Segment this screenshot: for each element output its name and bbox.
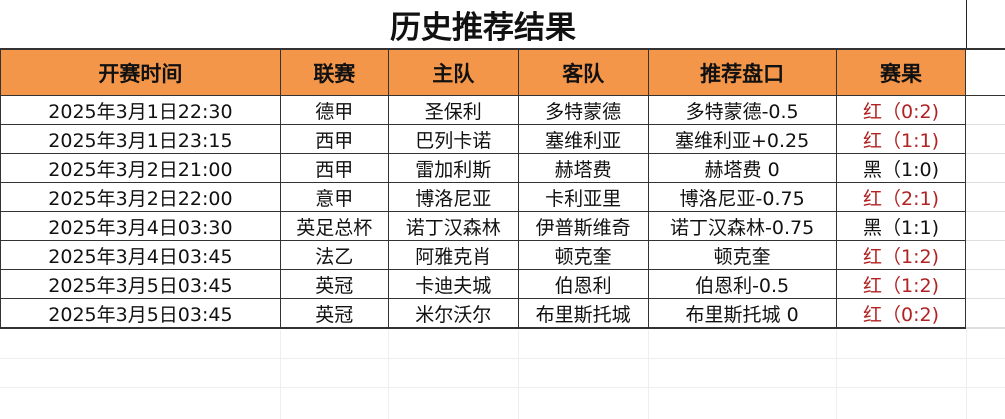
header-kickoff-time[interactable]: 开赛时间 (0, 48, 281, 96)
empty-cell[interactable] (965, 211, 1005, 241)
table-row: 2025年3月5日03:45 英冠 卡迪夫城 伯恩利 伯恩利-0.5 红（1:2) (0, 269, 1005, 299)
cell-result[interactable]: 红（1:1) (835, 124, 967, 154)
empty-cell[interactable] (965, 124, 1005, 154)
cell-home-team[interactable]: 米尔沃尔 (387, 298, 519, 329)
empty-cell[interactable] (965, 182, 1005, 212)
table-row: 2025年3月2日21:00 西甲 雷加利斯 赫塔费 赫塔费 0 黑（1:0) (0, 153, 1005, 183)
cell-result[interactable]: 红（0:2) (835, 95, 967, 125)
cell-home-team[interactable]: 阿雅克肖 (387, 240, 519, 270)
table-row: 2025年3月2日22:00 意甲 博洛尼亚 卡利亚里 博洛尼亚-0.75 红（2:1) (0, 182, 1005, 212)
cell-kickoff-time[interactable]: 2025年3月2日22:00 (0, 182, 281, 212)
cell-league[interactable]: 英足总杯 (279, 211, 389, 241)
empty-cell[interactable] (965, 95, 1005, 125)
table-row: 2025年3月4日03:30 英足总杯 诺丁汉森林 伊普斯维奇 诺丁汉森林-0.75 黑（… (0, 211, 1005, 241)
cell-league[interactable]: 西甲 (279, 153, 389, 183)
cell-away-team[interactable]: 伊普斯维奇 (517, 211, 649, 241)
empty-cell[interactable] (965, 153, 1005, 183)
cell-result[interactable]: 黑（1:0) (835, 153, 967, 183)
cell-home-team[interactable]: 巴列卡诺 (387, 124, 519, 154)
cell-kickoff-time[interactable]: 2025年3月2日21:00 (0, 153, 281, 183)
cell-away-team[interactable]: 布里斯托城 (517, 298, 649, 329)
cell-home-team[interactable]: 博洛尼亚 (387, 182, 519, 212)
cell-result[interactable]: 黑（1:1) (835, 211, 967, 241)
header-home-team[interactable]: 主队 (387, 48, 519, 96)
cell-league[interactable]: 德甲 (279, 95, 389, 125)
header-result[interactable]: 赛果 (835, 48, 967, 96)
cell-away-team[interactable]: 伯恩利 (517, 269, 649, 299)
cell-away-team[interactable]: 卡利亚里 (517, 182, 649, 212)
cell-kickoff-time[interactable]: 2025年3月1日22:30 (0, 95, 281, 125)
results-table: 开赛时间 联赛 主队 客队 推荐盘口 赛果 2025年3月1日22:30 德甲 圣保利 多特蒙德多… (0, 48, 1005, 329)
cell-kickoff-time[interactable]: 2025年3月5日03:45 (0, 298, 281, 329)
cell-away-team[interactable]: 赫塔费 (517, 153, 649, 183)
cell-league[interactable]: 英冠 (279, 269, 389, 299)
empty-cell[interactable] (965, 48, 1005, 96)
empty-cell[interactable] (965, 269, 1005, 299)
cell-league[interactable]: 西甲 (279, 124, 389, 154)
table-row: 2025年3月4日03:45 法乙 阿雅克肖 顿克奎 顿克奎 红（1:2) (0, 240, 1005, 270)
cell-result[interactable]: 红（0:2) (835, 298, 967, 329)
cell-away-team[interactable]: 塞维利亚 (517, 124, 649, 154)
cell-kickoff-time[interactable]: 2025年3月1日23:15 (0, 124, 281, 154)
cell-recommended-line[interactable]: 塞维利亚+0.25 (647, 124, 837, 154)
cell-kickoff-time[interactable]: 2025年3月5日03:45 (0, 269, 281, 299)
cell-away-team[interactable]: 顿克奎 (517, 240, 649, 270)
cell-result[interactable]: 红（2:1) (835, 182, 967, 212)
cell-away-team[interactable]: 多特蒙德 (517, 95, 649, 125)
cell-recommended-line[interactable]: 布里斯托城 0 (647, 298, 837, 329)
cell-recommended-line[interactable]: 诺丁汉森林-0.75 (647, 211, 837, 241)
empty-cell[interactable] (965, 240, 1005, 270)
cell-recommended-line[interactable]: 伯恩利-0.5 (647, 269, 837, 299)
cell-kickoff-time[interactable]: 2025年3月4日03:30 (0, 211, 281, 241)
cell-home-team[interactable]: 圣保利 (387, 95, 519, 125)
cell-recommended-line[interactable]: 博洛尼亚-0.75 (647, 182, 837, 212)
header-league[interactable]: 联赛 (279, 48, 389, 96)
header-recommended-line[interactable]: 推荐盘口 (647, 48, 837, 96)
cell-league[interactable]: 英冠 (279, 298, 389, 329)
table-row: 2025年3月1日22:30 德甲 圣保利 多特蒙德 多特蒙德-0.5 红（0:2) (0, 95, 1005, 125)
table-row: 2025年3月5日03:45 英冠 米尔沃尔 布里斯托城 布里斯托城 0 红（0:2) (0, 298, 1005, 329)
table-row: 2025年3月1日23:15 西甲 巴列卡诺 塞维利亚 塞维利亚+0.25 红（1:1) (0, 124, 1005, 154)
cell-recommended-line[interactable]: 赫塔费 0 (647, 153, 837, 183)
header-away-team[interactable]: 客队 (517, 48, 649, 96)
cell-home-team[interactable]: 卡迪夫城 (387, 269, 519, 299)
cell-result[interactable]: 红（1:2) (835, 240, 967, 270)
sheet-title: 历史推荐结果 (0, 0, 967, 48)
cell-league[interactable]: 意甲 (279, 182, 389, 212)
cell-recommended-line[interactable]: 顿克奎 (647, 240, 837, 270)
empty-cell[interactable] (965, 298, 1005, 329)
cell-home-team[interactable]: 雷加利斯 (387, 153, 519, 183)
header-row: 开赛时间 联赛 主队 客队 推荐盘口 赛果 (0, 48, 1005, 96)
cell-result[interactable]: 红（1:2) (835, 269, 967, 299)
cell-home-team[interactable]: 诺丁汉森林 (387, 211, 519, 241)
cell-kickoff-time[interactable]: 2025年3月4日03:45 (0, 240, 281, 270)
cell-league[interactable]: 法乙 (279, 240, 389, 270)
cell-recommended-line[interactable]: 多特蒙德-0.5 (647, 95, 837, 125)
